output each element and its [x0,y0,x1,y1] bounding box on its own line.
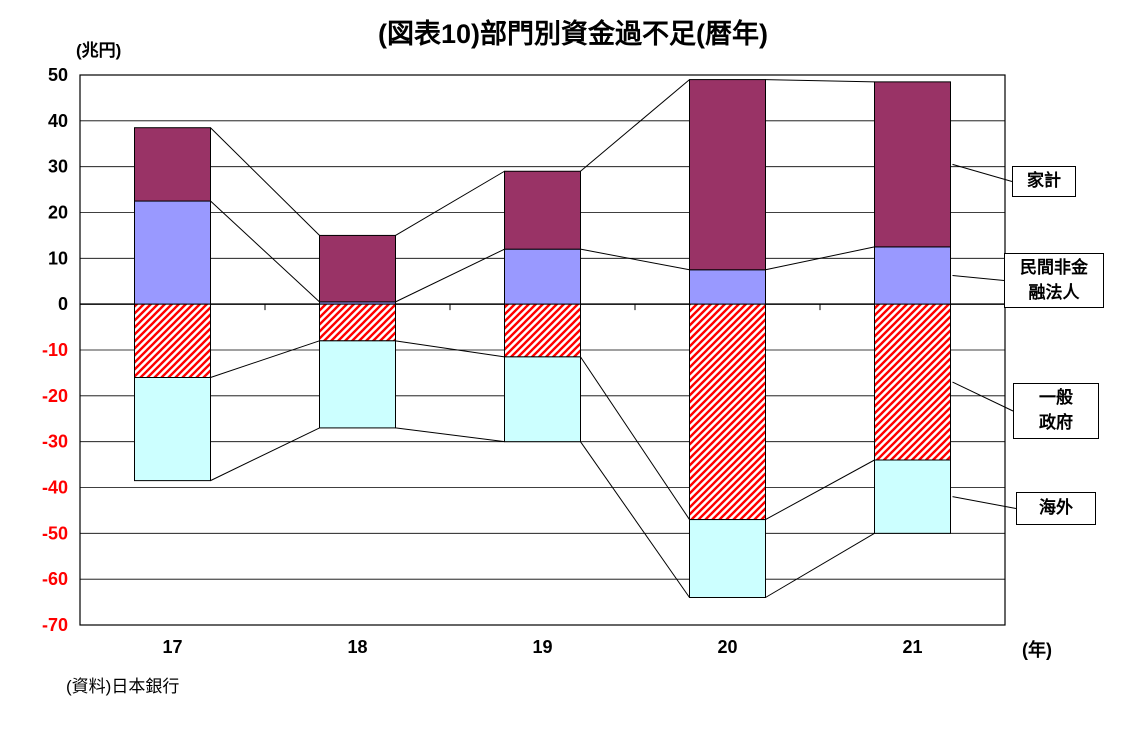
series-line [580,441,690,598]
legend-callout-line [952,163,1013,182]
y-tick-label: -30 [42,432,68,452]
legend-callout-line [952,381,1014,412]
series-line [580,79,690,172]
bar-segment-一般政府 [874,303,951,461]
legend-label: 一般 [1039,388,1073,408]
y-tick-label: 10 [48,248,68,268]
series-line [395,340,505,358]
y-tick-label: 40 [48,111,68,131]
bar-segment-海外 [689,519,766,598]
y-tick-label: 50 [48,65,68,85]
y-tick-label: -50 [42,523,68,543]
bar-segment-一般政府 [134,303,211,378]
bar-segment-海外 [504,356,581,443]
y-axis-unit-label: (兆円) [76,41,122,60]
series-line [765,532,875,598]
legend-label: 民間非金 [1020,257,1088,277]
bar-segment-家計 [319,234,396,303]
y-tick-label: -70 [42,615,68,635]
series-line [765,459,875,521]
series-line [395,170,505,236]
legend-box-3: 一般 政府 [1013,383,1099,439]
bar-segment-海外 [134,377,211,482]
bar-segment-民間非金融法人 [134,200,211,305]
x-tick-label: 19 [532,637,552,657]
legend-label: 政府 [1039,413,1073,432]
series-line [210,340,320,378]
y-tick-label: -10 [42,340,68,360]
legend-box-4: 海外 [1016,492,1096,525]
chart-title: (図表10)部門別資金過不足(暦年) [378,19,768,49]
y-tick-label: 30 [48,157,68,177]
bar-segment-家計 [689,79,766,271]
series-line [395,427,505,443]
bar-segment-家計 [504,170,581,250]
series-line [765,79,875,83]
plot-border [79,74,1006,626]
series-line [580,356,690,520]
bar-segment-家計 [874,81,951,248]
series-line [210,200,320,303]
x-tick-label: 17 [162,637,182,657]
bar-segment-家計 [134,127,211,202]
bar-segment-一般政府 [689,303,766,521]
bar-segment-海外 [874,459,951,534]
y-tick-label: -40 [42,478,68,498]
bar-segment-一般政府 [319,303,396,342]
series-line [395,248,505,303]
y-tick-label: -60 [42,569,68,589]
legend-label: 家計 [1027,171,1061,191]
source-note: (資料)日本銀行 [66,677,180,696]
y-tick-label: 0 [58,294,68,314]
bar-segment-民間非金融法人 [689,269,766,305]
legend-label: 融法人 [1028,282,1080,302]
bar-segment-一般政府 [504,303,581,358]
legend-callout-line [952,496,1017,509]
bar-segment-民間非金融法人 [504,248,581,305]
legend-box-1: 家計 [1012,166,1076,197]
legend-box-2: 民間非金 融法人 [1004,253,1104,308]
series-line [210,427,320,482]
x-tick-label: 21 [902,637,922,657]
legend-label: 海外 [1039,498,1073,518]
x-axis-unit-label: (年) [1022,640,1052,660]
legend-callout-line [952,275,1005,281]
x-tick-label: 18 [347,637,367,657]
bar-segment-民間非金融法人 [874,246,951,305]
bar-segment-海外 [319,340,396,429]
series-line [765,246,875,271]
y-tick-label: -20 [42,386,68,406]
x-tick-label: 20 [717,637,737,657]
y-tick-label: 20 [48,203,68,223]
series-line [210,127,320,236]
series-line [580,248,690,271]
